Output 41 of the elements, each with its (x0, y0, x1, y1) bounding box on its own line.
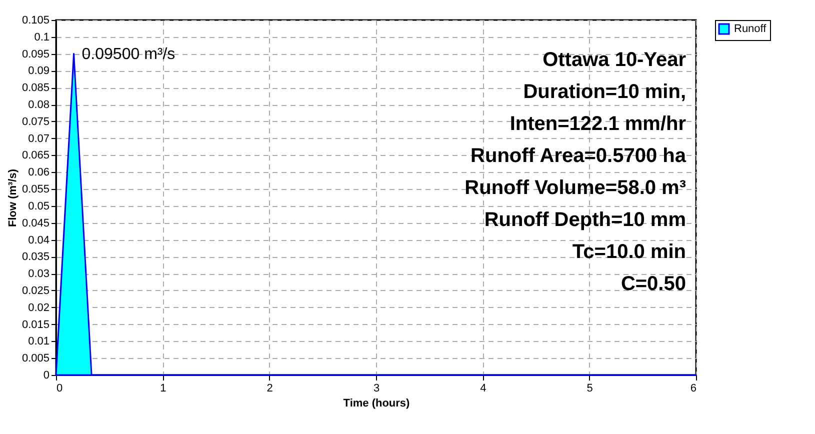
y-tick-label: 0.08 (28, 99, 50, 112)
y-tick-label: 0.065 (22, 150, 50, 162)
annotation: C=0.50 (620, 273, 686, 295)
y-tick-label: 0.015 (22, 318, 50, 331)
y-tick-label: 0.085 (22, 82, 50, 94)
y-tick-label: 0.005 (22, 352, 50, 365)
x-tick-label: 0 (56, 382, 63, 394)
y-axis-title: Flow (m³/s) (6, 168, 19, 228)
x-tick-label: 6 (690, 382, 696, 394)
y-tick-label: 0.055 (22, 184, 50, 196)
y-tick-label: 0.105 (22, 14, 50, 26)
y-tick-label: 0.095 (22, 48, 50, 60)
x-tick-label: 5 (586, 382, 593, 394)
legend-label: Runoff (734, 23, 768, 35)
y-tick-label: 0.05 (28, 200, 50, 212)
y-tick-label: 0.01 (28, 336, 50, 348)
annotation: Tc=10.0 min (572, 241, 686, 263)
y-tick-label: 0.1 (34, 31, 50, 44)
y-tick-label: 0.07 (28, 132, 50, 145)
x-tick-label: 3 (373, 382, 380, 394)
annotation: Runoff Area=0.5700 ha (470, 145, 687, 167)
y-tick-label: 0.03 (28, 268, 50, 280)
annotation: Duration=10 min, (523, 81, 686, 103)
annotation: 0.09500 m³/s (82, 46, 176, 63)
x-tick-label: 1 (160, 382, 166, 394)
y-tick-label: 0.045 (22, 217, 50, 230)
y-tick-label: 0.04 (28, 234, 50, 246)
annotation: Runoff Volume=58.0 m³ (464, 177, 686, 199)
y-tick-label: 0 (43, 370, 50, 382)
annotation: Inten=122.1 mm/hr (510, 113, 686, 135)
x-tick-label: 2 (266, 382, 273, 394)
annotation: Runoff Depth=10 mm (484, 209, 686, 231)
y-tick-label: 0.09 (28, 65, 50, 78)
y-tick-label: 0.06 (28, 166, 50, 179)
y-tick-label: 0.02 (28, 302, 50, 314)
y-tick-label: 0.075 (22, 116, 50, 128)
y-tick-label: 0.025 (22, 284, 50, 297)
y-tick-label: 0.035 (22, 251, 50, 264)
x-axis-title: Time (hours) (343, 398, 410, 410)
annotation: Ottawa 10-Year (542, 49, 686, 71)
x-tick-label: 4 (480, 382, 486, 394)
